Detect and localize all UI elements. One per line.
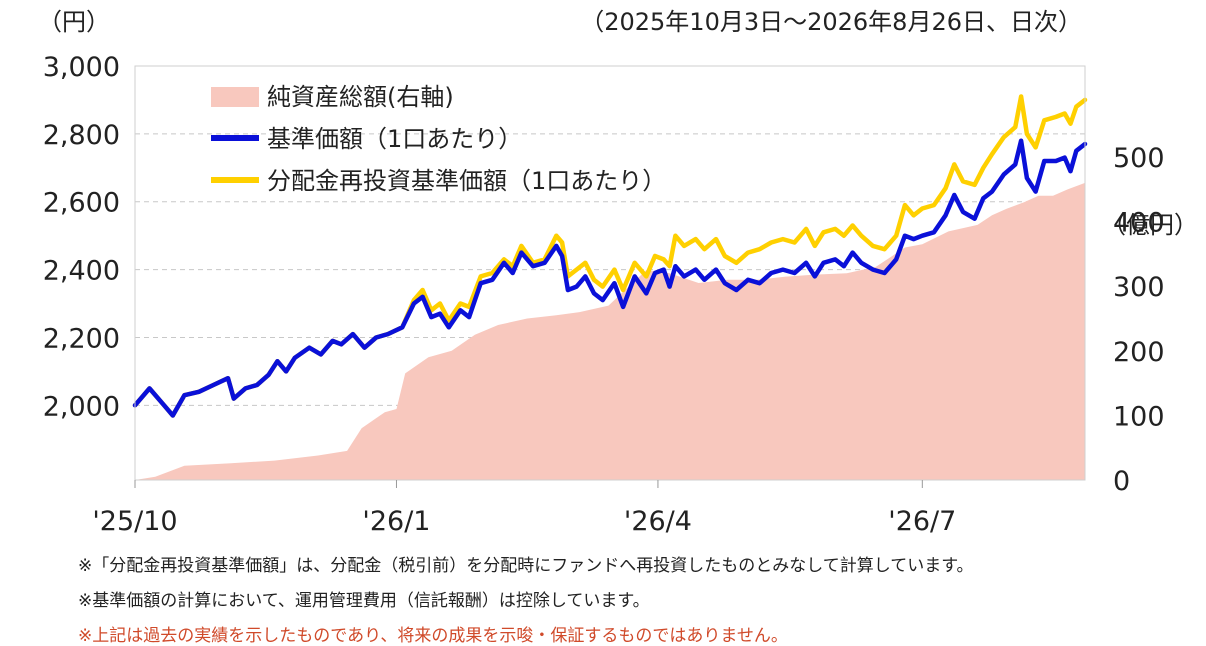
y-left-tick-label: 3,000 xyxy=(43,52,120,83)
legend-net-assets-swatch xyxy=(211,87,259,107)
nav-lines-layer xyxy=(132,94,1088,418)
axes xyxy=(134,65,1086,488)
y-right-tick-label: 100 xyxy=(1113,401,1165,432)
right-axis-unit: （億円） xyxy=(1102,211,1198,239)
y-left-tick-label: 2,600 xyxy=(43,188,120,219)
nav-chart: 純資産総額(右軸) 基準価額（1口あたり） 分配金再投資基準価額（1口あたり） 3,… xyxy=(38,8,1198,537)
legend-reinvested-nav-label: 分配金再投資基準価額（1口あたり） xyxy=(267,167,666,195)
y-right-tick-label: 500 xyxy=(1113,143,1165,174)
y-right-tick-label: 300 xyxy=(1113,272,1165,303)
y-right-tick-label: 0 xyxy=(1113,466,1130,497)
net-assets-area-layer xyxy=(135,182,1085,480)
y-left-tick-label: 2,000 xyxy=(43,391,120,422)
x-tick-label: '26/4 xyxy=(624,506,692,537)
y-left-tick-label: 2,400 xyxy=(43,256,120,287)
x-tick-label: '25/10 xyxy=(92,506,177,537)
x-tick-label: '26/7 xyxy=(888,506,956,537)
y-left-tick-label: 2,200 xyxy=(43,323,120,354)
legend-net-assets-label: 純資産総額(右軸) xyxy=(267,83,454,111)
net-assets-area xyxy=(135,182,1085,480)
footnote-fees: ※基準価額の計算において、運用管理費用（信託報酬）は控除しています。 xyxy=(78,591,650,611)
y-right-tick-label: 200 xyxy=(1113,337,1165,368)
left-axis-unit: （円） xyxy=(38,8,110,36)
y-left-tick-label: 2,800 xyxy=(43,120,120,151)
nav-line xyxy=(132,138,1088,418)
footnote-disclaimer: ※上記は過去の実績を示したものであり、将来の成果を示唆・保証するものではありませ… xyxy=(78,626,788,646)
legend: 純資産総額(右軸) 基準価額（1口あたり） 分配金再投資基準価額（1口あたり） xyxy=(211,83,666,195)
legend-nav-label: 基準価額（1口あたり） xyxy=(267,125,522,153)
plot-frame xyxy=(134,65,1086,481)
axis-labels: 3,000 2,800 2,600 2,400 2,200 2,000 500 400 300 2… xyxy=(38,8,1198,537)
y-right-tick-label: 400 xyxy=(1113,208,1165,239)
x-tick-label: '26/1 xyxy=(362,506,430,537)
period-label: （2025年10月3日～2026年8月26日、日次） xyxy=(580,8,1082,36)
footnote-reinvestment: ※「分配金再投資基準価額」は、分配金（税引前）を分配時にファンドへ再投資したもの… xyxy=(78,556,974,576)
